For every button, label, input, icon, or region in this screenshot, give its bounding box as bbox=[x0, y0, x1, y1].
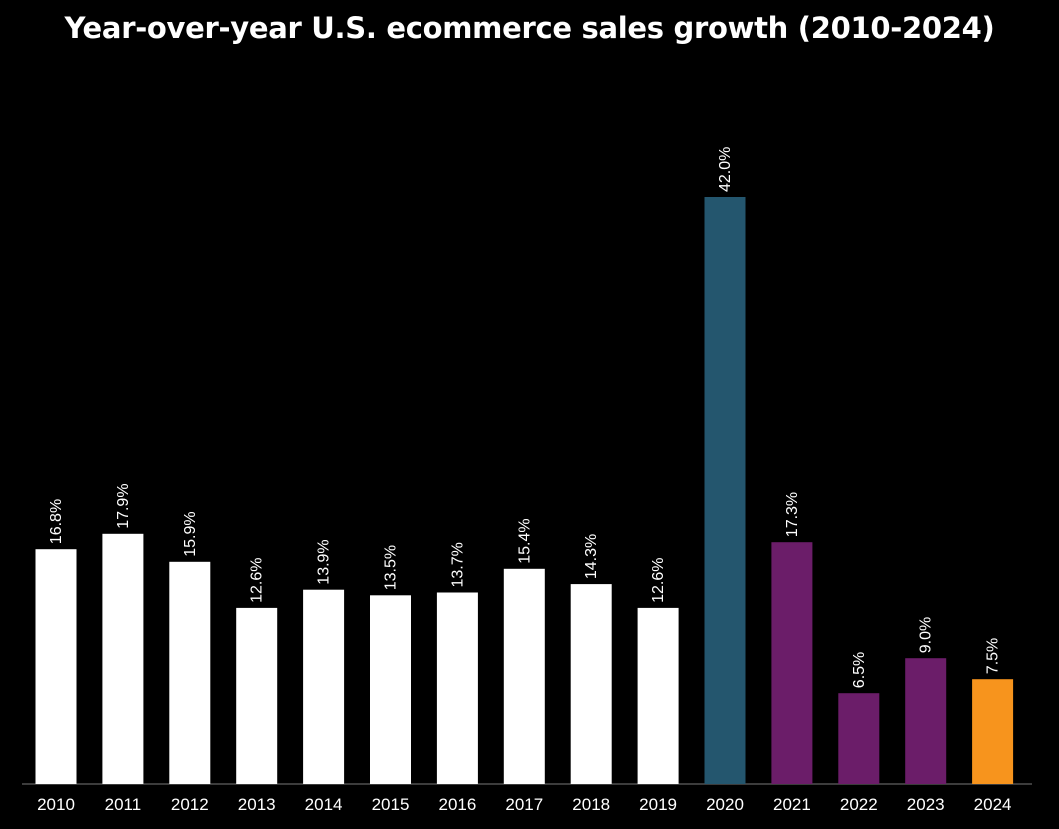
x-tick-label-2012: 2012 bbox=[171, 795, 209, 814]
x-tick-label-2019: 2019 bbox=[639, 795, 677, 814]
bar-2013 bbox=[236, 607, 278, 784]
bar-2024 bbox=[972, 679, 1014, 784]
x-tick-labels-group: 2010 2011 2012 2013 2014 2015 2016 2017 2018 2019… bbox=[37, 795, 1011, 814]
x-tick-label-2011: 2011 bbox=[105, 795, 142, 814]
value-label-2016: 13.7% bbox=[449, 542, 466, 587]
value-label-2011: 17.9% bbox=[115, 483, 132, 528]
value-label-2023: 9.0% bbox=[918, 617, 935, 653]
x-tick-label-2014: 2014 bbox=[305, 795, 343, 814]
value-label-2015: 13.5% bbox=[383, 545, 400, 590]
bar-2023 bbox=[905, 658, 947, 784]
bar-2022 bbox=[838, 693, 880, 784]
x-tick-label-2022: 2022 bbox=[840, 795, 878, 814]
value-label-2013: 12.6% bbox=[249, 558, 266, 603]
x-tick-label-2015: 2015 bbox=[372, 795, 410, 814]
bar-2012 bbox=[169, 561, 211, 784]
bar-2018 bbox=[570, 584, 612, 784]
x-tick-label-2024: 2024 bbox=[974, 795, 1012, 814]
x-tick-label-2018: 2018 bbox=[572, 795, 610, 814]
chart-title: Year-over-year U.S. ecommerce sales grow… bbox=[64, 11, 995, 45]
value-labels-group: 16.8% 17.9% 15.9% 12.6% 13.9% 13.5% 13.7% 15.4%… bbox=[48, 147, 1002, 689]
bar-2010 bbox=[35, 549, 77, 784]
x-tick-label-2010: 2010 bbox=[37, 795, 75, 814]
x-tick-label-2016: 2016 bbox=[438, 795, 476, 814]
value-label-2014: 13.9% bbox=[316, 539, 333, 584]
bars-group bbox=[35, 197, 1014, 784]
value-label-2021: 17.3% bbox=[784, 492, 801, 537]
value-label-2024: 7.5% bbox=[985, 638, 1002, 674]
bar-2019 bbox=[637, 607, 679, 784]
bar-2017 bbox=[503, 568, 545, 784]
x-tick-label-2023: 2023 bbox=[907, 795, 945, 814]
value-label-2012: 15.9% bbox=[182, 511, 199, 556]
x-tick-label-2021: 2021 bbox=[773, 795, 811, 814]
bar-2015 bbox=[370, 595, 411, 784]
x-tick-label-2017: 2017 bbox=[505, 795, 543, 814]
value-label-2022: 6.5% bbox=[851, 652, 868, 688]
value-label-2018: 14.3% bbox=[583, 534, 600, 579]
value-label-2019: 12.6% bbox=[650, 558, 667, 603]
x-tick-label-2020: 2020 bbox=[706, 795, 744, 814]
value-label-2017: 15.4% bbox=[516, 518, 533, 563]
bar-2014 bbox=[303, 589, 345, 784]
bar-2020 bbox=[704, 197, 746, 784]
bar-2021 bbox=[771, 542, 813, 784]
value-label-2010: 16.8% bbox=[48, 499, 65, 544]
bar-2011 bbox=[102, 533, 144, 784]
value-label-2020: 42.0% bbox=[717, 147, 734, 192]
bar-2016 bbox=[436, 592, 478, 784]
x-tick-label-2013: 2013 bbox=[238, 795, 276, 814]
